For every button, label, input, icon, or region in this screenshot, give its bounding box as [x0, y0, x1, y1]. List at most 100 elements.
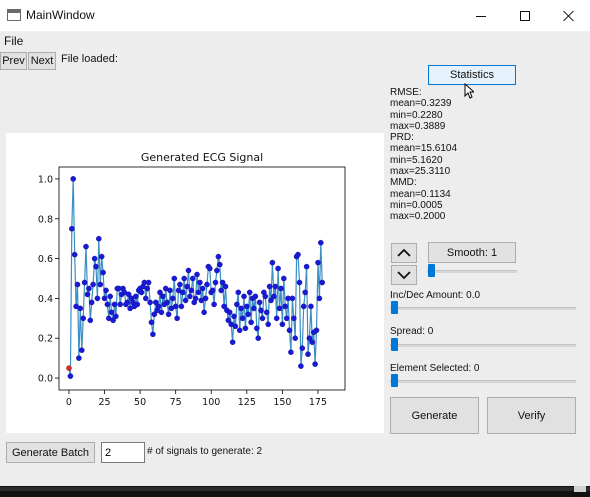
data-point	[108, 309, 115, 316]
data-point	[269, 259, 276, 266]
data-point	[76, 355, 82, 361]
title-bar: MainWindow	[0, 0, 590, 32]
data-point	[279, 321, 286, 328]
y-tick-label: 0.6	[38, 254, 53, 265]
data-point	[155, 303, 162, 310]
data-point	[266, 283, 273, 290]
data-point	[236, 327, 243, 334]
data-point	[305, 351, 311, 357]
close-button[interactable]	[546, 0, 590, 32]
data-point	[259, 315, 266, 322]
stat-line: max=0.3889	[390, 120, 446, 132]
data-point	[295, 251, 301, 258]
data-point	[74, 281, 81, 288]
menu-file[interactable]: File	[4, 34, 24, 48]
generate-button[interactable]: Generate	[390, 397, 479, 434]
data-point	[256, 299, 263, 306]
stat-line: mean=0.3239	[390, 98, 452, 110]
stat-line: mean=15.6104	[390, 143, 458, 155]
data-point	[201, 309, 207, 316]
maximize-button[interactable]	[502, 0, 548, 32]
series-ecg	[66, 176, 326, 379]
data-point	[117, 301, 123, 308]
data-point	[265, 321, 272, 328]
stat-line: min=0.0005	[390, 199, 443, 211]
data-point	[286, 327, 293, 334]
data-point	[189, 275, 196, 282]
data-point	[253, 325, 260, 332]
data-point	[251, 305, 257, 312]
increase-button[interactable]	[391, 243, 417, 263]
stat-line: max=25.3110	[390, 166, 451, 178]
data-point	[255, 335, 261, 341]
data-point	[181, 275, 187, 282]
data-point	[197, 279, 203, 286]
data-point	[258, 307, 264, 314]
taskbar-strip	[0, 486, 590, 497]
data-point	[192, 295, 199, 302]
next-button[interactable]: Next	[28, 52, 56, 70]
data-point	[306, 335, 313, 341]
data-point	[248, 319, 254, 326]
slider-handle[interactable]	[428, 264, 435, 277]
data-point	[134, 301, 141, 308]
data-point	[110, 317, 116, 324]
data-point	[138, 289, 145, 296]
data-point	[234, 301, 240, 308]
batch-count-input[interactable]	[101, 442, 145, 463]
data-point	[252, 293, 259, 300]
data-point	[317, 239, 324, 246]
data-point	[319, 279, 326, 286]
data-point	[282, 303, 289, 310]
slider-track	[390, 344, 576, 347]
slider-handle[interactable]	[391, 374, 398, 387]
data-point	[84, 291, 91, 298]
statistics-button[interactable]: Statistics	[428, 65, 516, 85]
x-tick-label: 0	[66, 397, 72, 408]
smooth-slider[interactable]	[427, 264, 517, 278]
data-point	[212, 279, 219, 286]
y-tick-label: 0.0	[38, 374, 53, 385]
smooth-button[interactable]: Smooth: 1	[428, 242, 516, 263]
slider-handle[interactable]	[391, 338, 398, 351]
data-point	[283, 315, 290, 322]
data-point	[263, 309, 270, 316]
data-point	[172, 303, 179, 310]
x-tick-label: 50	[134, 397, 146, 408]
data-point	[218, 287, 224, 294]
x-tick-label: 125	[238, 397, 256, 408]
slider-handle[interactable]	[391, 301, 398, 314]
data-point	[160, 293, 166, 300]
decrease-button[interactable]	[391, 265, 417, 285]
data-point	[308, 303, 314, 310]
data-point	[107, 293, 113, 300]
data-point	[142, 295, 149, 302]
y-axis: 0.0 0.2 0.4 0.6 0.8 1.0	[38, 174, 59, 385]
window-title: MainWindow	[26, 8, 95, 22]
verify-button[interactable]: Verify	[487, 397, 576, 434]
y-tick-label: 0.2	[38, 334, 53, 345]
data-point	[199, 285, 206, 292]
data-point	[239, 315, 246, 322]
progress-track	[0, 487, 590, 491]
element-slider[interactable]	[390, 374, 576, 388]
data-point	[206, 265, 213, 272]
data-point	[83, 243, 89, 250]
y-tick-label: 1.0	[38, 174, 53, 185]
data-point	[309, 339, 316, 345]
incdec-slider[interactable]	[390, 301, 576, 315]
prev-button[interactable]: Prev	[0, 52, 27, 70]
generate-batch-button[interactable]: Generate Batch	[6, 442, 95, 463]
x-tick-label: 75	[170, 397, 182, 408]
data-point	[98, 253, 105, 260]
data-point	[70, 176, 76, 182]
data-point	[209, 287, 216, 294]
minimize-button[interactable]	[458, 0, 504, 32]
data-point	[188, 287, 195, 294]
spread-slider[interactable]	[390, 338, 576, 352]
menu-bar: File	[0, 32, 590, 50]
x-tick-label: 100	[202, 397, 220, 408]
data-point	[215, 253, 222, 260]
data-point	[101, 295, 108, 302]
data-point	[298, 363, 304, 369]
